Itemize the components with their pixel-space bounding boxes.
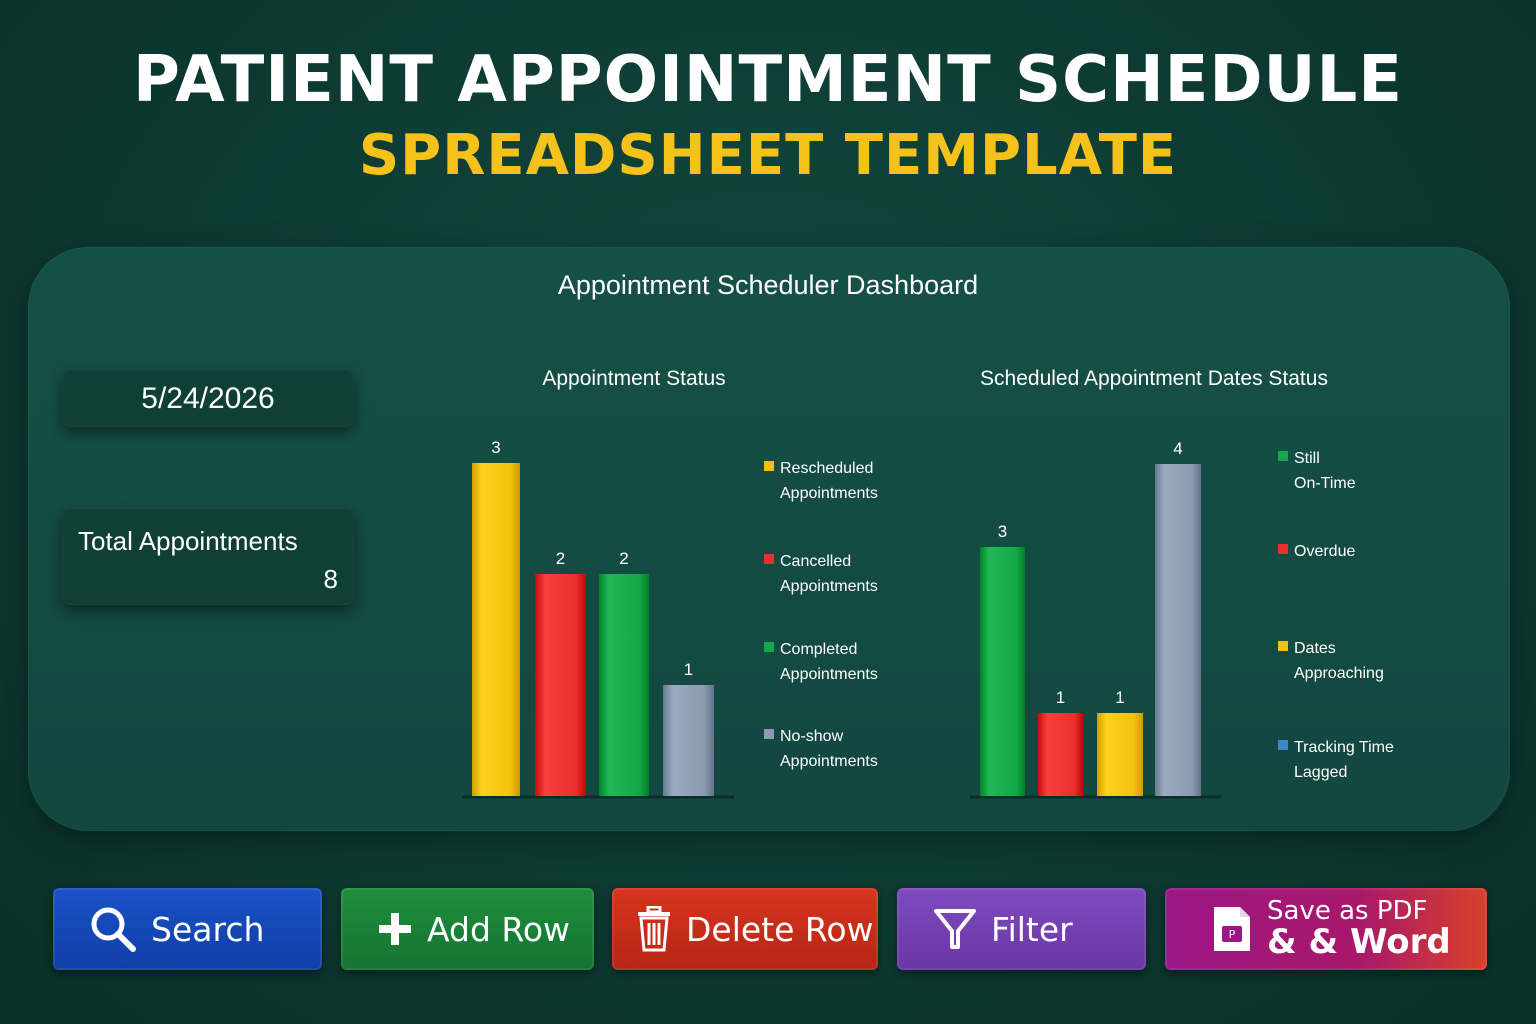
total-appointments-card: Total Appointments 8	[62, 508, 354, 605]
add-row-button[interactable]: Add Row	[341, 888, 594, 970]
search-button[interactable]: Search	[53, 888, 322, 970]
legend-label: Dates Approaching	[1294, 640, 1384, 682]
save-button-label-line2: & & Word	[1267, 921, 1451, 962]
page-subtitle: SPREADSHEET TEMPLATE	[358, 123, 1178, 188]
legend-swatch	[1278, 740, 1288, 750]
search-icon	[89, 905, 137, 953]
chart-title-appointment-status: Appointment Status	[542, 367, 726, 390]
legend-swatch	[764, 729, 774, 739]
bar-tracking-time-lagged	[1155, 464, 1201, 796]
save-as-pdf-word-button[interactable]: P Save as PDF & & Word	[1165, 888, 1487, 970]
dashboard-title: Appointment Scheduler Dashboard	[557, 270, 979, 300]
current-date: 5/24/2026	[141, 382, 275, 415]
total-appointments-label: Total Appointments	[78, 526, 298, 556]
legend-label: Still On-Time	[1294, 450, 1356, 492]
bar-dates-approaching	[1097, 713, 1143, 796]
bar-completed-appointments	[599, 574, 649, 796]
legend-swatch	[1278, 544, 1288, 554]
bar-value-label: 3	[998, 522, 1007, 541]
legend-swatch	[764, 642, 774, 652]
total-appointments-value: 8	[323, 564, 338, 594]
bar-value-label: 3	[491, 438, 500, 457]
legend-swatch	[764, 554, 774, 564]
legend-swatch	[764, 461, 774, 471]
trash-icon	[636, 905, 672, 952]
legend-label: Rescheduled Appointments	[780, 460, 878, 502]
document-icon: P	[1211, 904, 1253, 954]
bar-cancelled-appointments	[535, 574, 586, 796]
date-card: 5/24/2026	[62, 370, 354, 427]
delete-row-button-label: Delete Row	[686, 909, 874, 949]
legend-swatch	[1278, 641, 1288, 651]
chart-title-dates-status: Scheduled Appointment Dates Status	[980, 367, 1328, 390]
plus-icon	[377, 911, 413, 947]
bar-value-label: 1	[1056, 688, 1065, 707]
save-button-text: Save as PDF & & Word	[1267, 895, 1451, 962]
legend-label: Overdue	[1294, 543, 1356, 560]
legend-dates-status: Still On-Time Overdue Dates Approaching Tra…	[1278, 446, 1448, 786]
bar-value-label: 4	[1173, 439, 1182, 458]
legend-swatch	[1278, 451, 1288, 461]
filter-button-label: Filter	[991, 909, 1073, 949]
bar-value-label: 1	[1115, 688, 1124, 707]
legend-label: Tracking Time Lagged	[1294, 739, 1394, 781]
chart-appointment-status: 3 2 2 1	[462, 438, 734, 799]
legend-label: Cancelled Appointments	[780, 553, 878, 595]
funnel-icon	[933, 907, 977, 951]
bar-still-on-time	[980, 547, 1025, 796]
search-button-label: Search	[151, 909, 265, 949]
delete-row-button[interactable]: Delete Row	[612, 888, 878, 970]
bar-rescheduled-appointments	[472, 463, 520, 796]
save-button-label-line1: Save as PDF	[1267, 895, 1428, 926]
svg-text:P: P	[1229, 928, 1236, 941]
page-title: PATIENT APPOINTMENT SCHEDULE	[133, 43, 1403, 117]
bar-value-label: 2	[556, 549, 565, 568]
filter-button[interactable]: Filter	[897, 888, 1146, 970]
bar-value-label: 2	[619, 549, 628, 568]
legend-appointment-status: Rescheduled Appointments Cancelled Appoin…	[764, 456, 934, 786]
add-row-button-label: Add Row	[427, 909, 571, 949]
chart-dates-status: 3 1 1 4	[970, 439, 1221, 799]
bar-no-show-appointments	[663, 685, 714, 796]
bar-overdue	[1038, 713, 1083, 796]
legend-label: No-show Appointments	[780, 728, 878, 770]
bar-value-label: 1	[684, 660, 693, 679]
legend-label: Completed Appointments	[780, 641, 878, 683]
